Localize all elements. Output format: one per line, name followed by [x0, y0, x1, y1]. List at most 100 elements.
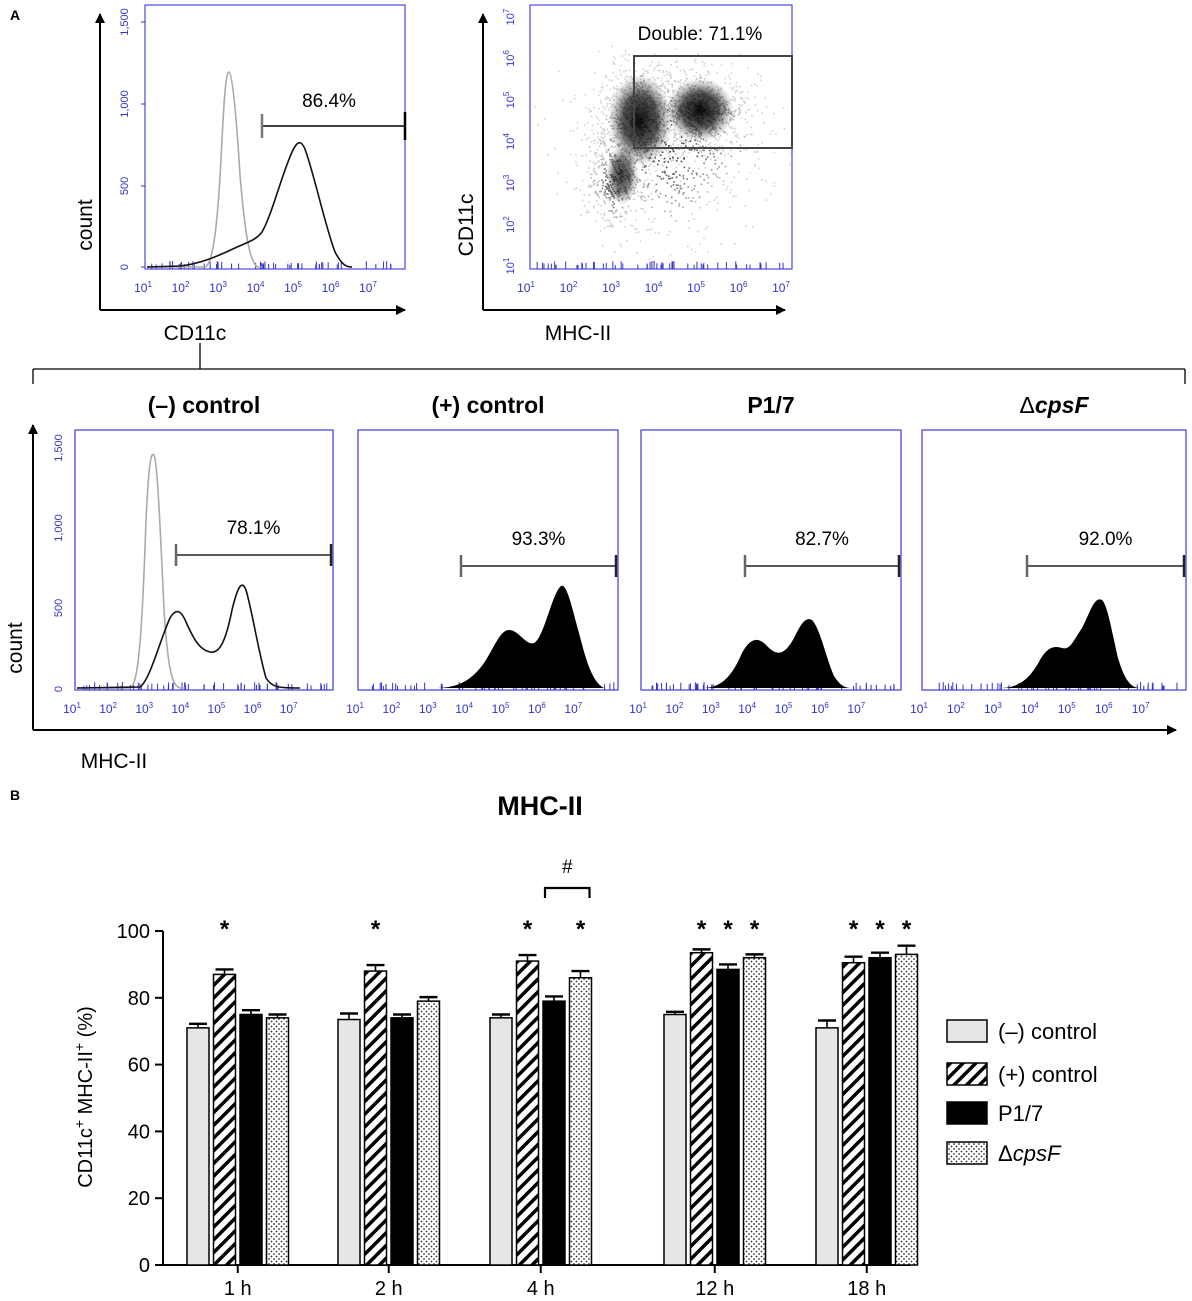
scatter-point — [619, 73, 622, 76]
scatter-point — [594, 171, 596, 173]
scatter-point — [671, 83, 673, 86]
bar — [868, 956, 892, 1266]
condition-x-tick: 107 — [847, 701, 865, 716]
scatter-point — [600, 205, 603, 207]
scatter-point — [667, 95, 670, 98]
scatter-point — [589, 160, 591, 163]
scatter-point — [603, 128, 606, 131]
scatter-point — [684, 70, 686, 73]
scatter-point — [596, 184, 599, 187]
scatter-point — [584, 93, 587, 96]
scatter-point — [537, 124, 539, 126]
scatter-point — [733, 127, 735, 130]
scatter-point — [612, 212, 615, 215]
scatter-point — [598, 166, 600, 169]
bar — [265, 1017, 290, 1266]
scatter-point — [693, 148, 696, 151]
scatter-point — [573, 94, 576, 97]
scatter-point — [575, 154, 577, 156]
scatter-point — [612, 93, 615, 95]
scatter-point — [683, 139, 685, 142]
scatter-point — [699, 243, 702, 245]
scatter-point — [598, 180, 601, 182]
significance-star: * — [723, 916, 733, 943]
scatter-point — [718, 166, 720, 168]
scatter-point — [756, 151, 759, 153]
scatter-point — [739, 109, 742, 112]
scatter-point — [599, 164, 602, 167]
scatter-point — [586, 211, 588, 214]
scatter-point — [657, 64, 660, 67]
scatter-point — [670, 74, 672, 76]
bar-chart-x-ticks: 1 h 2 h 4 h 12 h 18 h — [224, 1265, 886, 1300]
condition-x-tick: 103 — [135, 701, 153, 716]
scatter-point — [606, 102, 608, 105]
scatter-point — [602, 105, 605, 108]
scatter-point — [683, 158, 685, 160]
scatter-point — [576, 127, 579, 129]
scatter-point — [683, 182, 686, 185]
scatter-point — [587, 121, 589, 124]
scatter-point — [732, 87, 735, 89]
top-histogram-x-tick: 104 — [247, 280, 265, 295]
scatter-point — [600, 86, 603, 88]
scatter-point — [727, 75, 730, 77]
scatter-point — [586, 209, 589, 212]
scatter-point — [599, 155, 602, 157]
scatter-point — [725, 188, 728, 191]
scatter-point — [731, 88, 734, 91]
scatter-point — [597, 117, 599, 119]
scatter-point — [590, 110, 593, 112]
legend-label: (–) control — [998, 1019, 1097, 1044]
scatter-point — [606, 219, 609, 222]
scatter-point — [624, 58, 627, 60]
scatter-point — [664, 172, 666, 174]
scatter-point — [601, 133, 603, 135]
scatter-point — [657, 194, 659, 197]
scatter-point — [643, 166, 646, 168]
scatter-gate-label: Double: 71.1% — [638, 24, 763, 45]
condition-x-tick: 101 — [910, 701, 928, 716]
scatter-point — [757, 167, 760, 169]
scatter-point — [708, 200, 711, 203]
scatter-point — [705, 74, 708, 76]
scatter-point — [632, 198, 635, 201]
scatter-point — [664, 87, 666, 89]
scatter-point — [650, 163, 652, 166]
scatter-point — [651, 221, 654, 223]
scatter-point — [608, 197, 610, 199]
scatter-point — [645, 172, 647, 174]
scatter-point — [773, 151, 776, 154]
scatter-point — [734, 100, 736, 102]
scatter-point — [644, 211, 646, 213]
scatter-point — [647, 218, 650, 221]
condition-x-tick: 107 — [280, 701, 298, 716]
bar — [337, 1018, 361, 1266]
scatter-point — [640, 195, 642, 198]
scatter-point — [673, 131, 676, 134]
scatter-point — [720, 64, 723, 67]
scatter-point — [658, 160, 660, 162]
scatter-point — [604, 194, 607, 197]
scatter-point — [663, 170, 666, 173]
condition-frame — [921, 429, 1187, 691]
scatter-point — [679, 140, 681, 143]
scatter-point — [646, 70, 649, 72]
scatter-point — [624, 211, 626, 213]
scatter-y-tick: 101 — [502, 257, 517, 274]
scatter-point — [615, 216, 618, 218]
scatter-point — [598, 145, 601, 147]
scatter-point — [663, 74, 666, 77]
scatter-point — [677, 80, 680, 83]
scatter-point — [592, 88, 595, 91]
scatter-point — [719, 134, 722, 137]
scatter-point — [606, 84, 608, 87]
scatter-point — [624, 226, 627, 228]
scatter-point — [688, 148, 691, 151]
scatter-point — [641, 192, 644, 194]
scatter-point — [741, 98, 744, 101]
condition-x-tick: 104 — [455, 701, 473, 716]
scatter-point — [589, 150, 592, 152]
scatter-point — [597, 181, 599, 183]
bar — [815, 1027, 839, 1266]
